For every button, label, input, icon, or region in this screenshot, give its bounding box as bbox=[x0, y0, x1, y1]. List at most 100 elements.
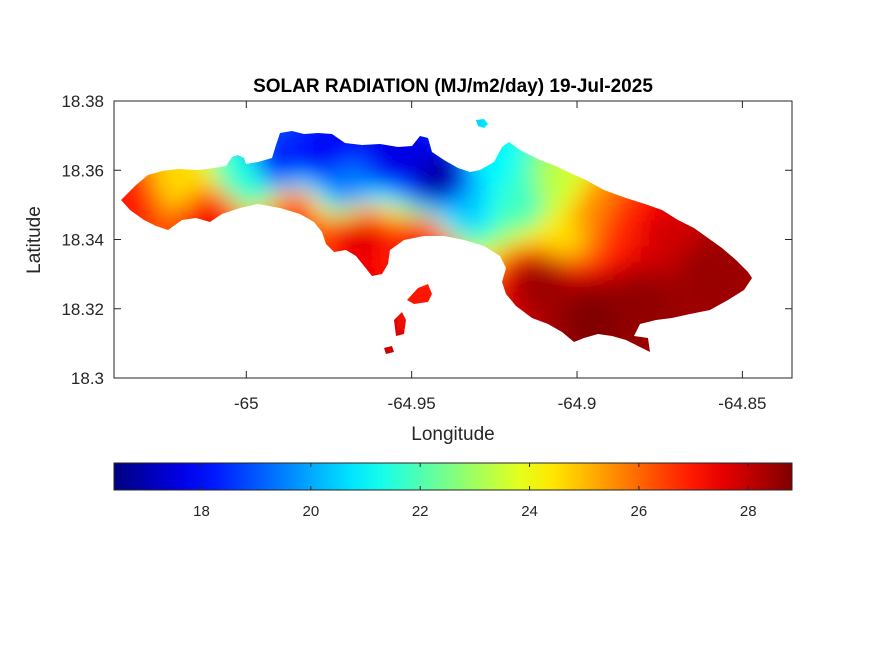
field-cell bbox=[567, 120, 585, 138]
field-cell bbox=[385, 358, 403, 376]
field-cell bbox=[665, 330, 683, 348]
colorbar bbox=[113, 462, 793, 491]
field-cell bbox=[665, 162, 683, 180]
field-cell bbox=[121, 344, 137, 354]
field-cell bbox=[427, 260, 445, 278]
field-cell bbox=[707, 120, 725, 138]
field-cell bbox=[217, 134, 235, 152]
field-cell bbox=[413, 260, 431, 278]
field-cell bbox=[693, 344, 711, 354]
field-cell bbox=[623, 204, 641, 222]
field-cell bbox=[665, 344, 683, 354]
field-cell bbox=[231, 274, 249, 292]
field-cell bbox=[693, 162, 711, 180]
field-cell bbox=[189, 218, 207, 236]
field-cell bbox=[623, 119, 641, 124]
field-cell bbox=[245, 204, 263, 222]
field-cell bbox=[413, 190, 431, 208]
field-cell bbox=[497, 120, 515, 138]
field-cell bbox=[343, 120, 361, 138]
field-cell bbox=[525, 176, 543, 194]
field-cell bbox=[567, 246, 585, 264]
field-cell bbox=[343, 330, 361, 348]
field-cell bbox=[735, 316, 752, 334]
field-cell bbox=[623, 302, 641, 320]
field-cell bbox=[707, 302, 725, 320]
field-cell bbox=[665, 148, 683, 166]
field-cell bbox=[273, 176, 291, 194]
field-cell bbox=[735, 218, 752, 236]
field-cell bbox=[483, 260, 501, 278]
field-cell bbox=[231, 288, 249, 306]
field-cell bbox=[763, 106, 781, 124]
field-cell bbox=[357, 358, 375, 376]
field-cell bbox=[315, 119, 333, 124]
field-cell bbox=[763, 148, 781, 166]
field-cell bbox=[623, 218, 641, 236]
field-cell bbox=[539, 274, 557, 292]
field-cell bbox=[623, 148, 641, 166]
field-cell bbox=[483, 218, 501, 236]
field-cell bbox=[273, 302, 291, 320]
field-cell bbox=[287, 246, 305, 264]
field-cell bbox=[161, 316, 179, 334]
field-cell bbox=[329, 162, 347, 180]
field-cell bbox=[329, 274, 347, 292]
field-cell bbox=[539, 120, 557, 138]
field-cell bbox=[385, 260, 403, 278]
field-cell bbox=[203, 134, 221, 152]
field-cell bbox=[637, 260, 655, 278]
field-cell bbox=[315, 246, 333, 264]
field-cell bbox=[371, 274, 389, 292]
field-cell bbox=[595, 190, 613, 208]
field-cell bbox=[161, 344, 179, 354]
field-cell bbox=[399, 120, 417, 138]
field-cell bbox=[427, 190, 445, 208]
field-cell bbox=[539, 330, 557, 348]
field-cell bbox=[441, 302, 459, 320]
field-cell bbox=[441, 246, 459, 264]
field-cell bbox=[399, 190, 417, 208]
field-cell bbox=[133, 288, 151, 306]
field-cell bbox=[623, 162, 641, 180]
field-cell bbox=[693, 260, 711, 278]
field-cell bbox=[427, 176, 445, 194]
field-cell bbox=[469, 204, 487, 222]
field-cell bbox=[511, 246, 529, 264]
field-cell bbox=[763, 246, 781, 264]
field-cell bbox=[231, 119, 249, 124]
field-cell bbox=[511, 176, 529, 194]
field-cell bbox=[385, 274, 403, 292]
field-cell bbox=[315, 274, 333, 292]
field-cell bbox=[217, 232, 235, 250]
field-cell bbox=[245, 218, 263, 236]
field-cell bbox=[721, 232, 739, 250]
field-cell bbox=[175, 344, 193, 354]
field-cell bbox=[511, 358, 529, 376]
field-cell bbox=[371, 120, 389, 138]
field-cell bbox=[679, 119, 697, 124]
field-cell bbox=[217, 218, 235, 236]
field-cell bbox=[623, 134, 641, 152]
field-cell bbox=[735, 302, 752, 320]
field-cell bbox=[749, 288, 752, 306]
field-cell bbox=[427, 330, 445, 348]
field-cell bbox=[287, 134, 305, 152]
field-cell bbox=[217, 316, 235, 334]
field-cell bbox=[301, 190, 319, 208]
field-cell bbox=[665, 176, 683, 194]
field-cell bbox=[483, 232, 501, 250]
colorbar-tick-label: 20 bbox=[302, 503, 319, 520]
field-cell bbox=[329, 330, 347, 348]
field-cell bbox=[763, 204, 781, 222]
field-cell bbox=[203, 119, 221, 124]
field-cell bbox=[161, 148, 179, 166]
field-cell bbox=[553, 246, 571, 264]
field-cell bbox=[175, 190, 193, 208]
field-cell bbox=[763, 218, 781, 236]
field-cell bbox=[371, 330, 389, 348]
field-cell bbox=[595, 246, 613, 264]
field-cell bbox=[651, 246, 669, 264]
field-cell bbox=[693, 190, 711, 208]
field-cell bbox=[189, 260, 207, 278]
